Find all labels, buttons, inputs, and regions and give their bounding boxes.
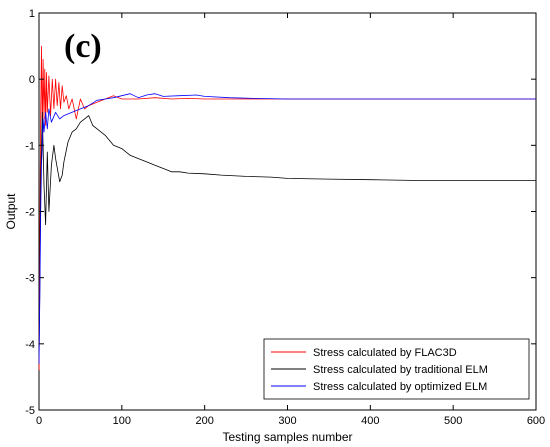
y-tick-label: 1 <box>29 8 35 20</box>
series-line-2 <box>38 111 536 358</box>
y-tick-label: -5 <box>25 405 35 417</box>
x-tick-label: 300 <box>278 415 296 427</box>
x-tick-label: 600 <box>527 415 545 427</box>
legend: Stress calculated by FLAC3D Stress calcul… <box>263 338 530 400</box>
y-tick-label: 0 <box>29 74 35 86</box>
x-axis-label: Testing samples number <box>222 430 352 444</box>
y-tick-label: -1 <box>25 140 35 152</box>
legend-label-3: Stress calculated by optimized ELM <box>313 381 487 393</box>
legend-label-2: Stress calculated by traditional ELM <box>313 364 488 376</box>
legend-box <box>263 338 530 400</box>
series-line-1 <box>38 45 536 371</box>
x-tick-label: 100 <box>113 415 131 427</box>
series-layer <box>38 45 536 371</box>
y-tick-label: -3 <box>25 273 35 285</box>
tick-layer: 0 100 200 300 400 500 600 1 0 -1 -2 -3 -4 -5 <box>25 8 545 427</box>
x-tick-label: 0 <box>36 415 42 427</box>
y-axis-label: Output <box>4 193 18 230</box>
x-tick-label: 200 <box>195 415 213 427</box>
series-line-3 <box>38 93 536 364</box>
x-tick-label: 500 <box>444 415 462 427</box>
legend-label-1: Stress calculated by FLAC3D <box>313 347 457 359</box>
legend-items: Stress calculated by FLAC3D Stress calcul… <box>271 347 488 393</box>
x-tick-label: 400 <box>361 415 379 427</box>
y-tick-label: -2 <box>25 207 35 219</box>
panel-label: (c) <box>64 28 102 65</box>
y-tick-label: -4 <box>25 339 35 351</box>
